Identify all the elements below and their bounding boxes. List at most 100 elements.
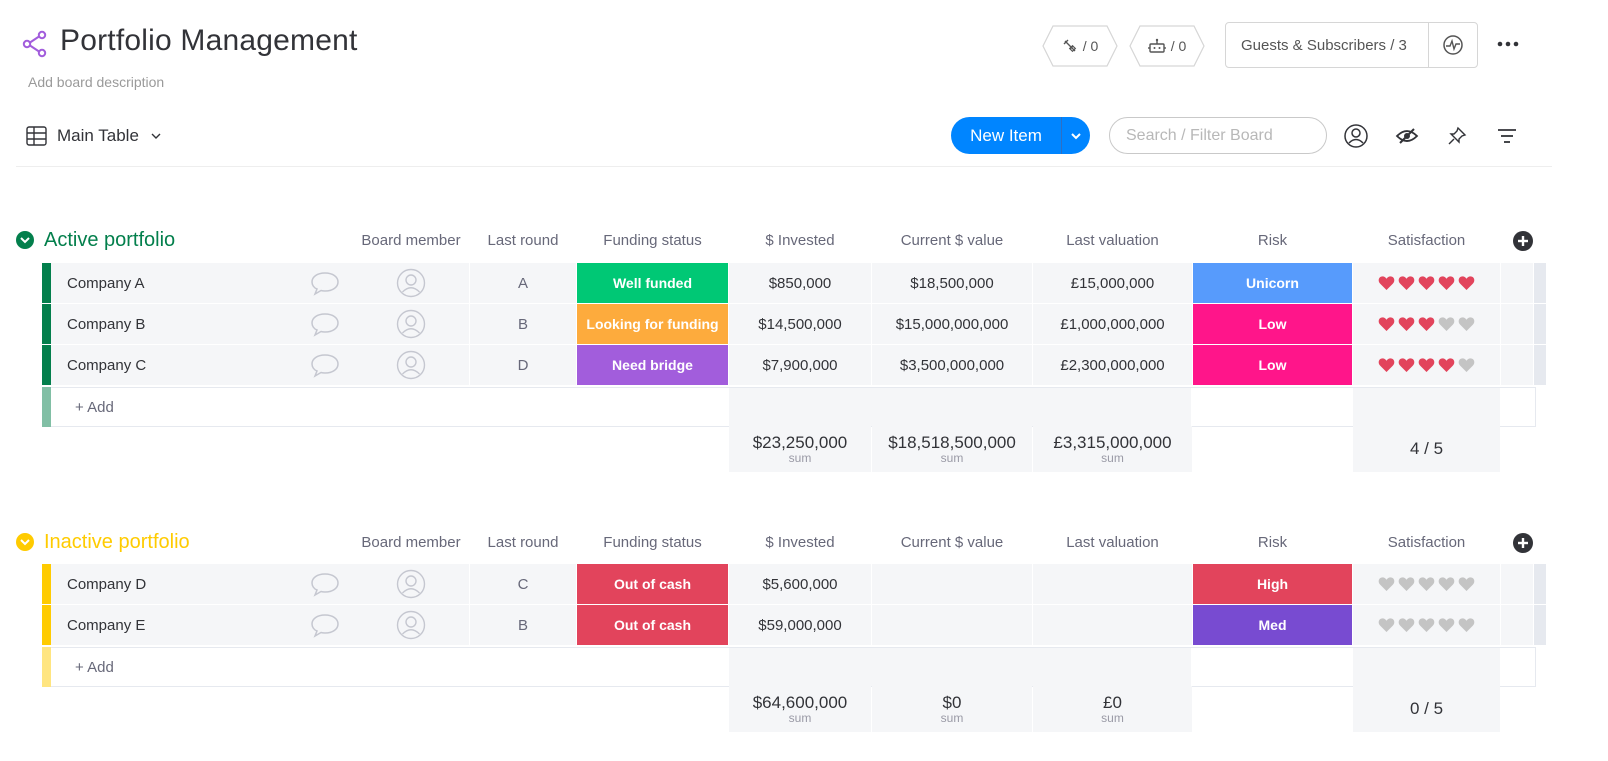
current-value-cell[interactable]: $3,500,000,000 xyxy=(872,345,1032,385)
column-header-risk[interactable]: Risk xyxy=(1257,534,1288,551)
satisfaction-rating[interactable] xyxy=(1353,263,1500,303)
heart-icon[interactable] xyxy=(1438,316,1455,332)
invested-cell[interactable]: $7,900,000 xyxy=(729,345,871,385)
risk-label[interactable]: Med xyxy=(1193,605,1352,645)
current-value-cell[interactable]: $15,000,000,000 xyxy=(872,304,1032,344)
heart-icon[interactable] xyxy=(1378,275,1395,291)
add-item-row[interactable]: + Add xyxy=(42,387,1536,427)
heart-icon[interactable] xyxy=(1418,357,1435,373)
column-header-current-value[interactable]: Current $ value xyxy=(900,232,1004,249)
heart-icon[interactable] xyxy=(1398,357,1415,373)
column-header-risk[interactable]: Risk xyxy=(1257,232,1288,249)
chevron-down-icon[interactable] xyxy=(1062,132,1090,140)
funding-status-label[interactable]: Out of cash xyxy=(577,605,728,645)
collapse-toggle-icon[interactable] xyxy=(16,231,34,249)
person-icon[interactable] xyxy=(353,345,469,385)
column-header-last-valuation[interactable]: Last valuation xyxy=(1066,534,1159,551)
satisfaction-rating[interactable] xyxy=(1353,304,1500,344)
group-title[interactable]: Inactive portfolio xyxy=(44,530,190,553)
heart-icon[interactable] xyxy=(1458,357,1475,373)
person-icon[interactable] xyxy=(353,304,469,344)
item-name[interactable]: Company A xyxy=(51,263,353,303)
automations-button[interactable]: / 0 xyxy=(1129,25,1205,67)
column-header-last-round[interactable]: Last round xyxy=(487,232,559,249)
person-icon[interactable] xyxy=(353,605,469,645)
last-round-cell[interactable]: B xyxy=(470,304,576,344)
column-header-board-member[interactable]: Board member xyxy=(361,232,461,249)
table-row[interactable]: Company E B Out of cash $59,000,000 Med xyxy=(42,605,1546,645)
table-row[interactable]: Company D C Out of cash $5,600,000 High xyxy=(42,564,1546,604)
person-icon[interactable] xyxy=(353,263,469,303)
heart-icon[interactable] xyxy=(1418,316,1435,332)
current-value-cell[interactable] xyxy=(872,605,1032,645)
heart-icon[interactable] xyxy=(1398,275,1415,291)
table-row[interactable]: Company A A Well funded $850,000 $18,500,000… xyxy=(42,263,1546,303)
group-header[interactable]: Inactive portfolio xyxy=(16,529,190,555)
pin-icon[interactable] xyxy=(1443,122,1471,150)
heart-icon[interactable] xyxy=(1438,576,1455,592)
column-header-current-value[interactable]: Current $ value xyxy=(900,534,1004,551)
heart-icon[interactable] xyxy=(1398,316,1415,332)
current-value-cell[interactable] xyxy=(872,564,1032,604)
new-item-button[interactable]: New Item xyxy=(951,117,1090,154)
column-header-last-valuation[interactable]: Last valuation xyxy=(1066,232,1159,249)
column-header-invested[interactable]: $ Invested xyxy=(765,232,835,249)
column-header-last-round[interactable]: Last round xyxy=(487,534,559,551)
heart-icon[interactable] xyxy=(1458,617,1475,633)
last-valuation-cell[interactable]: £2,300,000,000 xyxy=(1033,345,1192,385)
heart-icon[interactable] xyxy=(1398,576,1415,592)
column-header-board-member[interactable]: Board member xyxy=(361,534,461,551)
guests-subscribers-button[interactable]: Guests & Subscribers / 3 xyxy=(1225,22,1478,68)
satisfaction-rating[interactable] xyxy=(1353,605,1500,645)
heart-icon[interactable] xyxy=(1438,357,1455,373)
heart-icon[interactable] xyxy=(1458,576,1475,592)
heart-icon[interactable] xyxy=(1378,617,1395,633)
item-name[interactable]: Company D xyxy=(51,564,353,604)
column-header-invested[interactable]: $ Invested xyxy=(765,534,835,551)
item-name[interactable]: Company E xyxy=(51,605,353,645)
view-selector[interactable]: Main Table xyxy=(26,124,163,148)
comment-icon[interactable] xyxy=(297,304,353,344)
risk-label[interactable]: Unicorn xyxy=(1193,263,1352,303)
add-item-row[interactable]: + Add xyxy=(42,647,1536,687)
heart-icon[interactable] xyxy=(1378,357,1395,373)
column-header-satisfaction[interactable]: Satisfaction xyxy=(1387,534,1466,551)
heart-icon[interactable] xyxy=(1398,617,1415,633)
risk-label[interactable]: High xyxy=(1193,564,1352,604)
activity-icon[interactable] xyxy=(1429,23,1477,67)
invested-cell[interactable]: $850,000 xyxy=(729,263,871,303)
satisfaction-rating[interactable] xyxy=(1353,345,1500,385)
table-row[interactable]: Company C D Need bridge $7,900,000 $3,500,00… xyxy=(42,345,1546,385)
board-description[interactable]: Add board description xyxy=(28,74,165,90)
last-valuation-cell[interactable] xyxy=(1033,605,1192,645)
heart-icon[interactable] xyxy=(1418,275,1435,291)
satisfaction-rating[interactable] xyxy=(1353,564,1500,604)
group-header[interactable]: Active portfolio xyxy=(16,227,175,253)
invested-cell[interactable]: $59,000,000 xyxy=(729,605,871,645)
comment-icon[interactable] xyxy=(297,564,353,604)
column-header-satisfaction[interactable]: Satisfaction xyxy=(1387,232,1466,249)
invested-cell[interactable]: $14,500,000 xyxy=(729,304,871,344)
search-input[interactable] xyxy=(1109,117,1327,154)
table-row[interactable]: Company B B Looking for funding $14,500,000… xyxy=(42,304,1546,344)
heart-icon[interactable] xyxy=(1418,576,1435,592)
more-options-icon[interactable] xyxy=(1496,34,1520,54)
column-header-funding-status[interactable]: Funding status xyxy=(603,534,702,551)
group-title[interactable]: Active portfolio xyxy=(44,228,176,251)
heart-icon[interactable] xyxy=(1458,275,1475,291)
board-title[interactable]: Portfolio Management xyxy=(60,24,358,57)
comment-icon[interactable] xyxy=(297,345,353,385)
heart-icon[interactable] xyxy=(1378,576,1395,592)
current-value-cell[interactable]: $18,500,000 xyxy=(872,263,1032,303)
last-round-cell[interactable]: A xyxy=(470,263,576,303)
column-header-funding-status[interactable]: Funding status xyxy=(603,232,702,249)
heart-icon[interactable] xyxy=(1378,316,1395,332)
last-round-cell[interactable]: B xyxy=(470,605,576,645)
last-valuation-cell[interactable]: £15,000,000 xyxy=(1033,263,1192,303)
funding-status-label[interactable]: Looking for funding xyxy=(577,304,728,344)
item-name[interactable]: Company B xyxy=(51,304,353,344)
add-column-icon[interactable] xyxy=(1513,533,1533,553)
collapse-toggle-icon[interactable] xyxy=(16,533,34,551)
integrations-button[interactable]: / 0 xyxy=(1042,25,1118,67)
last-round-cell[interactable]: C xyxy=(470,564,576,604)
